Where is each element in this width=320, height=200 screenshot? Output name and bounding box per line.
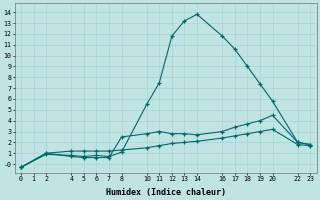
X-axis label: Humidex (Indice chaleur): Humidex (Indice chaleur)	[106, 188, 226, 197]
